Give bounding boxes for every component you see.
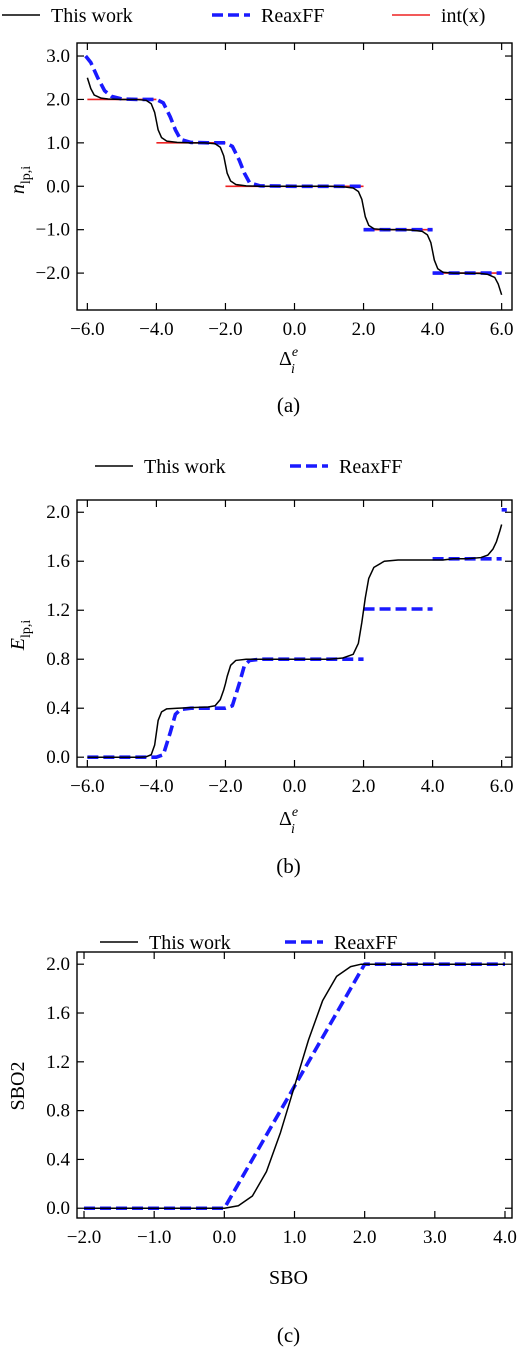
legend-label: This work bbox=[149, 932, 231, 954]
x-tick-label: 2.0 bbox=[352, 776, 376, 797]
legend-item: This work bbox=[95, 456, 226, 478]
y-tick-label: 0.4 bbox=[46, 1149, 70, 1170]
legend-item: ReaxFF bbox=[290, 456, 402, 478]
x-tick-label: 2.0 bbox=[352, 319, 376, 340]
panel-caption: (a) bbox=[277, 393, 300, 417]
x-axis-label-main: Δ bbox=[279, 808, 292, 830]
x-axis-label-sub: i bbox=[291, 822, 295, 837]
x-tick-label: 0.0 bbox=[283, 776, 307, 797]
x-axis-label: SBO bbox=[269, 1267, 308, 1289]
chart-panel-a: This work ReaxFF int(x) −6.0 −4.0 −2.0 0.0 2.0 4… bbox=[2, 5, 514, 417]
plot-area bbox=[84, 54, 503, 296]
y-axis-label: nlp,i bbox=[7, 166, 34, 194]
x-tick-label: 1.0 bbox=[283, 1227, 307, 1248]
series-this-work-line bbox=[87, 524, 503, 758]
plot-area bbox=[87, 508, 507, 759]
y-tick-label: 0.0 bbox=[46, 747, 70, 768]
x-tick-label: −4.0 bbox=[139, 776, 173, 797]
y-tick-label: 2.0 bbox=[46, 502, 70, 523]
y-axis-label-sub: lp,i bbox=[19, 620, 34, 638]
legend-item: int(x) bbox=[392, 5, 485, 27]
series-reaxff-line bbox=[87, 508, 507, 759]
y-tick-label: 0.8 bbox=[46, 649, 70, 670]
series-this-work-line bbox=[86, 77, 503, 296]
x-tick-label: −4.0 bbox=[139, 319, 173, 340]
y-tick-label: 0.8 bbox=[46, 1101, 70, 1122]
x-axis-label-sub: i bbox=[291, 362, 295, 377]
legend-label: ReaxFF bbox=[334, 932, 397, 954]
legend-item: ReaxFF bbox=[212, 5, 324, 27]
panel-caption: (c) bbox=[277, 1323, 300, 1347]
x-tick-label: 2.0 bbox=[353, 1227, 377, 1248]
legend-label: ReaxFF bbox=[339, 456, 402, 478]
y-axis-label-main: n bbox=[7, 184, 29, 194]
x-tick-label: 4.0 bbox=[421, 776, 445, 797]
legend-label: This work bbox=[51, 5, 133, 27]
y-axis-label-main: E bbox=[7, 638, 29, 651]
y-tick-label: 1.0 bbox=[46, 133, 70, 154]
x-axis-label-sup: e bbox=[292, 805, 298, 820]
x-tick-label: 3.0 bbox=[423, 1227, 447, 1248]
x-tick-label: 6.0 bbox=[490, 319, 514, 340]
legend-label: ReaxFF bbox=[261, 5, 324, 27]
x-axis-label-sup: e bbox=[292, 345, 298, 360]
legend-label: int(x) bbox=[441, 5, 485, 27]
x-tick-label: 4.0 bbox=[421, 319, 445, 340]
plot-area bbox=[84, 962, 505, 1211]
y-tick-label: −1.0 bbox=[36, 220, 70, 241]
y-tick-label: 1.2 bbox=[46, 1052, 70, 1073]
legend-label: This work bbox=[144, 456, 226, 478]
y-tick-label: 1.6 bbox=[46, 551, 70, 572]
y-tick-label: −2.0 bbox=[36, 263, 70, 284]
y-tick-label: 2.0 bbox=[46, 89, 70, 110]
x-axis-label-main: SBO bbox=[269, 1267, 308, 1289]
x-tick-label: −2.0 bbox=[208, 776, 242, 797]
y-tick-label: 0.0 bbox=[46, 176, 70, 197]
x-tick-label: 0.0 bbox=[212, 1227, 236, 1248]
x-tick-label: −6.0 bbox=[70, 319, 104, 340]
panel-caption: (b) bbox=[276, 854, 301, 878]
chart-panel-b: This work ReaxFF −6.0 −4.0 −2.0 0.0 2.0 4.0 6.0 0… bbox=[7, 456, 514, 878]
x-tick-label: 4.0 bbox=[493, 1227, 517, 1248]
series-reaxff-line bbox=[84, 54, 502, 275]
plot-frame bbox=[76, 42, 513, 311]
x-tick-label: 6.0 bbox=[490, 776, 514, 797]
x-tick-label: −6.0 bbox=[70, 776, 104, 797]
x-axis-label-main: Δ bbox=[279, 348, 292, 370]
x-tick-label: −2.0 bbox=[67, 1227, 101, 1248]
y-tick-label: 2.0 bbox=[46, 954, 70, 975]
y-tick-label: 3.0 bbox=[46, 46, 70, 67]
x-axis-label: Δe i bbox=[279, 345, 298, 377]
y-axis-label-sub: lp,i bbox=[19, 166, 34, 184]
x-tick-label: −2.0 bbox=[208, 319, 242, 340]
x-tick-label: −1.0 bbox=[137, 1227, 171, 1248]
plot-frame bbox=[76, 951, 513, 1219]
chart-panel-c: This work ReaxFF −2.0 −1.0 0.0 1.0 2.0 3.0 4.0 0.… bbox=[7, 932, 517, 1347]
y-axis-label-main: SBO2 bbox=[7, 1062, 29, 1111]
y-tick-label: 1.6 bbox=[46, 1003, 70, 1024]
plot-frame bbox=[76, 499, 513, 768]
legend-item: This work bbox=[2, 5, 133, 27]
legend-item: ReaxFF bbox=[285, 932, 397, 954]
x-axis-label: Δe i bbox=[279, 805, 298, 837]
series-this-work-line bbox=[84, 963, 505, 1209]
y-axis-label: Elp,i bbox=[7, 620, 34, 652]
x-tick-label: 0.0 bbox=[283, 319, 307, 340]
y-tick-label: 0.4 bbox=[46, 698, 70, 719]
legend-item: This work bbox=[100, 932, 231, 954]
y-tick-label: 0.0 bbox=[46, 1198, 70, 1219]
y-axis-label: SBO2 bbox=[7, 1062, 29, 1111]
y-tick-label: 1.2 bbox=[46, 600, 70, 621]
